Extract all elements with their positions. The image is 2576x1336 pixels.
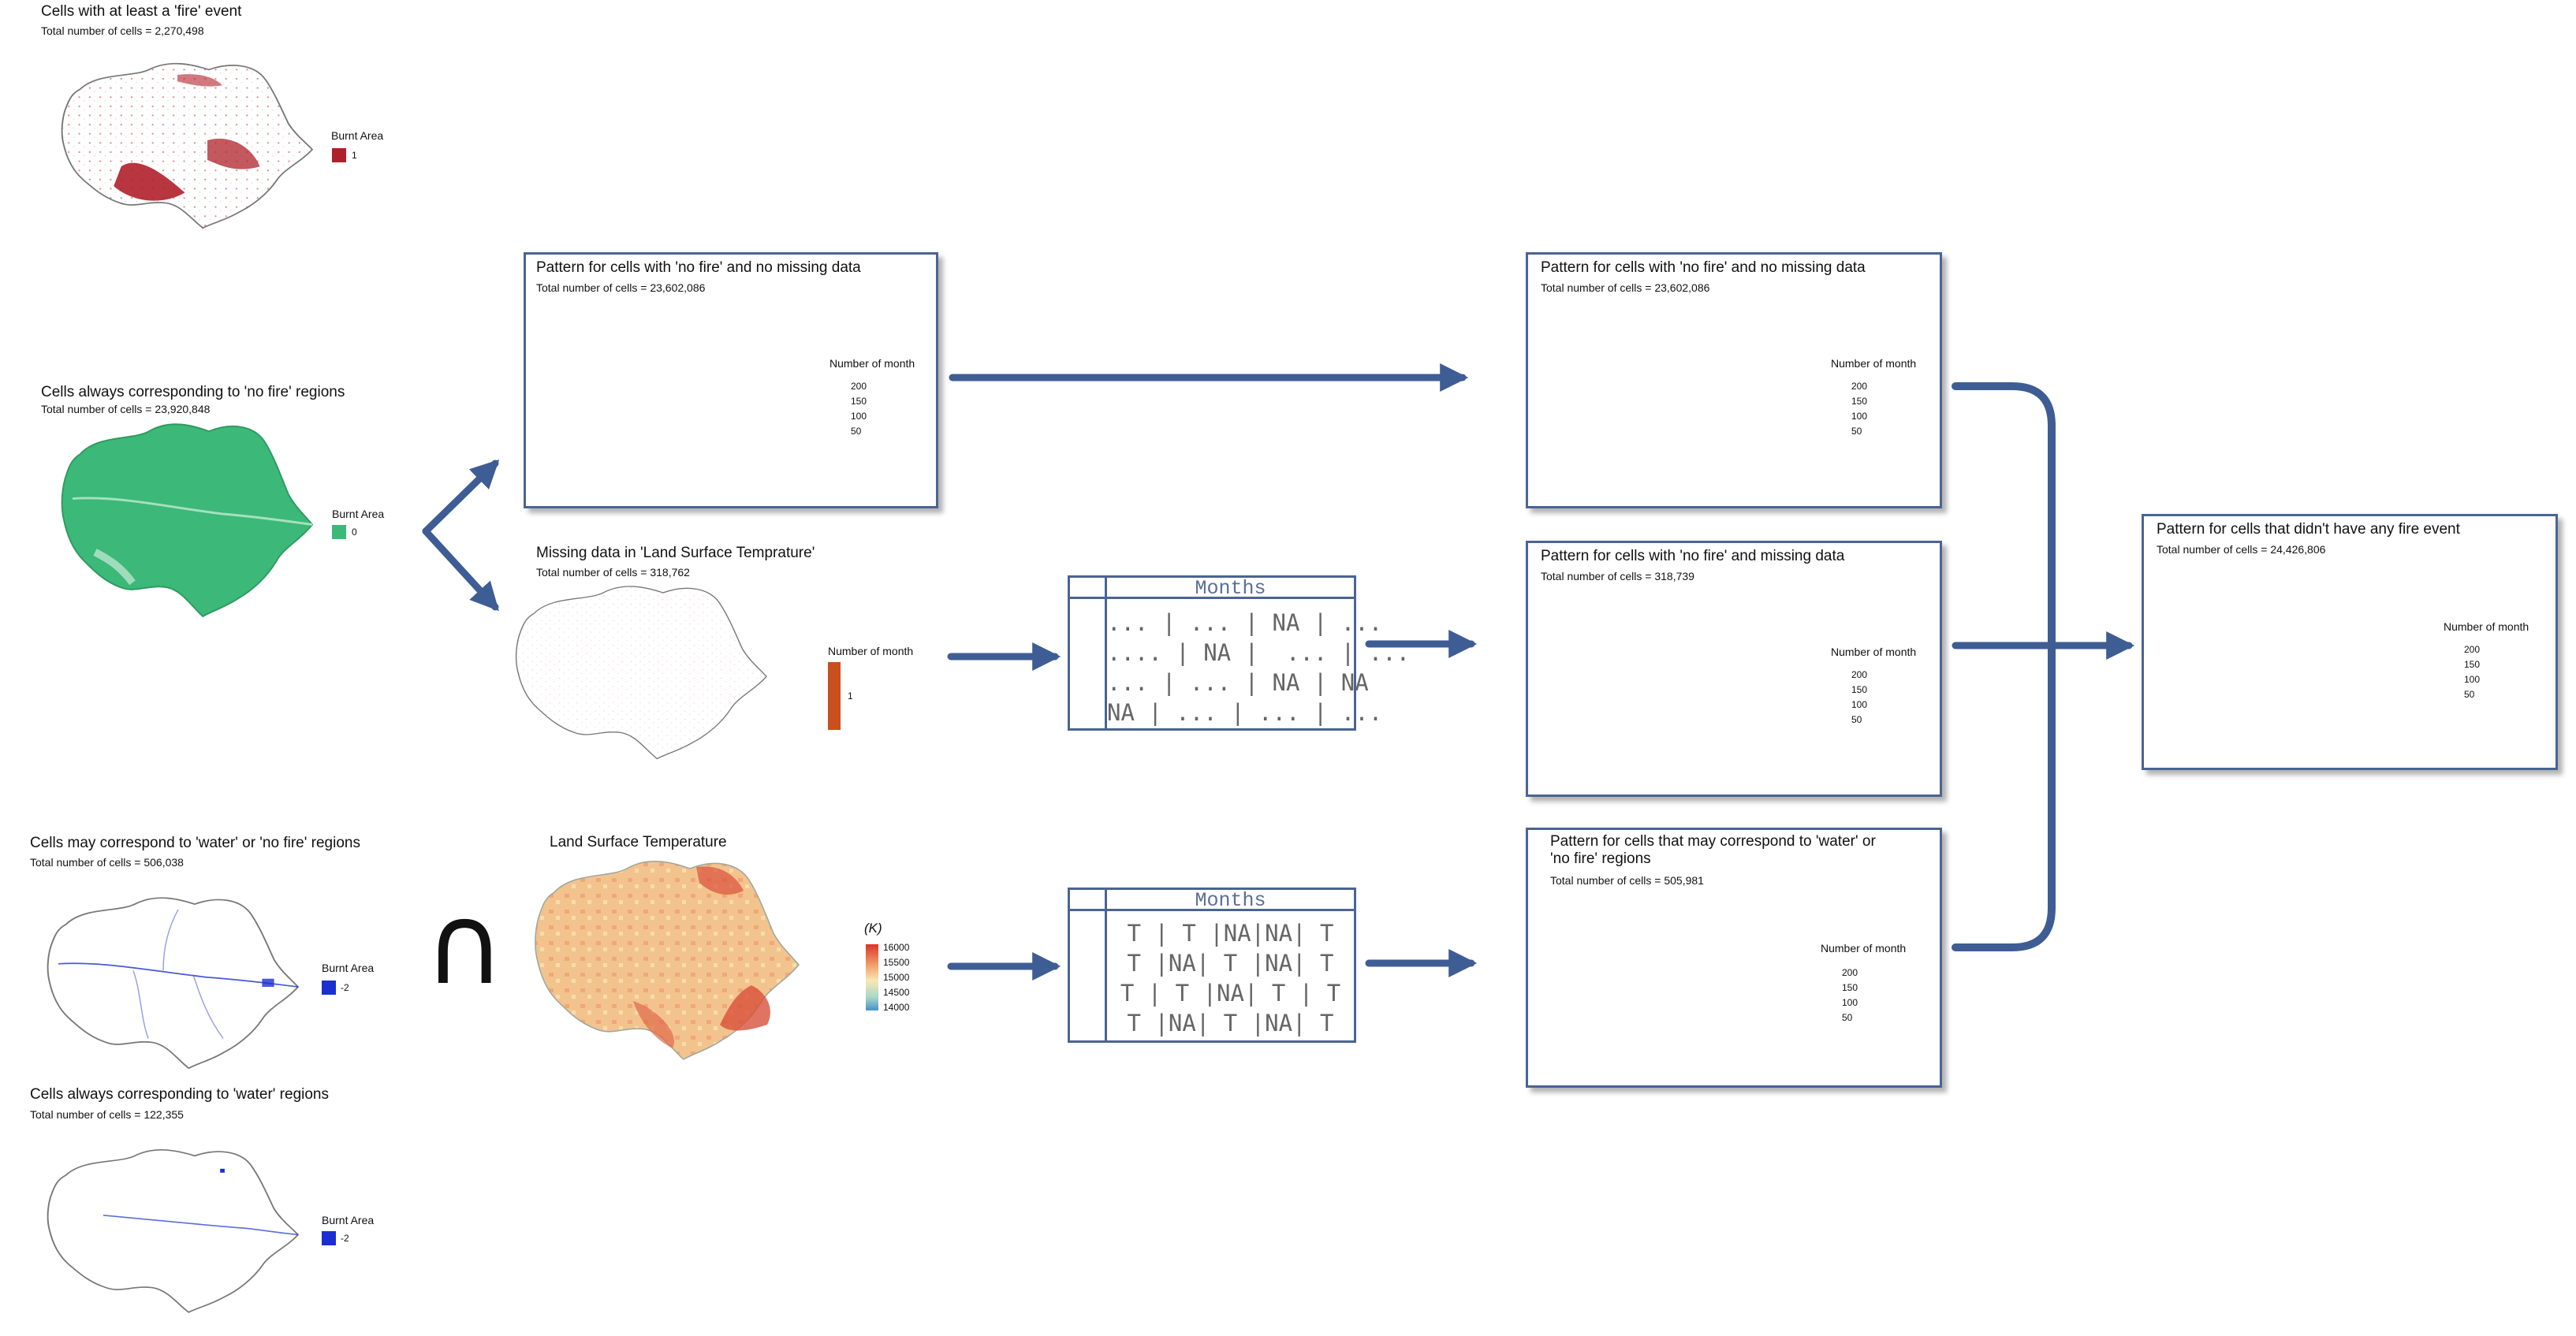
months-bottom-row: T | T |NA|NA| T — [1127, 920, 1334, 947]
final-legend-title: Number of month — [2444, 620, 2529, 633]
no-fire-subtitle: Total number of cells = 23,920,848 — [41, 403, 211, 415]
middle-missing-subtitle: Total number of cells = 318,762 — [536, 566, 690, 579]
fire-legend-value: 1 — [352, 150, 357, 161]
merge-bracket — [1952, 382, 2056, 951]
no-fire-legend-title: Burnt Area — [332, 508, 385, 520]
months-top-row: NA | ... | ... | ... — [1107, 699, 1383, 726]
water-or-no-fire-subtitle: Total number of cells = 506,038 — [30, 856, 184, 869]
lst-title: Land Surface Temperature — [550, 834, 727, 850]
right-top-legend-title: Number of month — [1831, 357, 1917, 370]
split-arrow-up — [422, 459, 500, 535]
months-top-row: ... | ... | NA | NA — [1107, 669, 1369, 696]
water-legend-title: Burnt Area — [322, 1214, 375, 1226]
water-title: Cells always corresponding to 'water' re… — [30, 1086, 329, 1103]
right-water-or-no-fire-box: Pattern for cells that may correspond to… — [1526, 828, 1942, 1088]
months-table-top: Months ... | ... | NA | ... .... | NA | … — [1068, 575, 1411, 731]
water-legend-swatch — [322, 1231, 336, 1245]
right-top-ticks: 200 150 100 50 — [1851, 381, 1868, 437]
final-box: Pattern for cells that didn't have any f… — [2142, 514, 2558, 770]
map-water-or-no-fire — [47, 897, 299, 1070]
months-table-bottom: Months T | T |NA|NA| T T |NA| T |NA| T T… — [1068, 888, 1356, 1043]
middle-missing-title: Missing data in 'Land Surface Temprature… — [536, 545, 815, 561]
map-fire — [61, 62, 313, 229]
water-or-no-fire-legend-swatch — [322, 981, 336, 995]
months-top-row: .... | NA | ... | ... — [1107, 639, 1411, 666]
intersection-symbol: ∩ — [424, 881, 505, 1010]
legend-bar-middle-missing — [828, 662, 841, 730]
no-fire-legend-value: 0 — [352, 527, 357, 538]
right-water-legend-title: Number of month — [1821, 942, 1907, 955]
months-bottom-row: T | T |NA| T | T — [1120, 980, 1341, 1007]
final-ticks: 200 150 100 50 — [2464, 644, 2481, 700]
no-fire-legend-swatch — [332, 525, 346, 539]
water-legend-value: -2 — [341, 1233, 349, 1244]
middle-top-title: Pattern for cells with 'no fire' and no … — [536, 259, 861, 276]
right-top-title: Pattern for cells with 'no fire' and no … — [1541, 259, 1866, 276]
middle-top-ticks: 200 150 100 50 — [851, 381, 867, 437]
right-missing-ticks: 200 150 100 50 — [1851, 669, 1868, 725]
months-top-row: ... | ... | NA | ... — [1107, 609, 1383, 636]
months-header-bottom: Months — [1195, 889, 1266, 912]
lst-ticks: 16000 15500 15000 14500 14000 — [883, 942, 910, 1013]
map-water — [47, 1148, 299, 1313]
no-fire-title: Cells always corresponding to 'no fire' … — [41, 384, 345, 400]
right-water-title-line2: 'no fire' regions — [1550, 850, 1651, 867]
final-subtitle: Total number of cells = 24,426,806 — [2157, 543, 2326, 556]
right-water-ticks: 200 150 100 50 — [1842, 967, 1858, 1023]
right-water-subtitle: Total number of cells = 505,981 — [1550, 874, 1704, 887]
fire-title: Cells with at least a 'fire' event — [41, 3, 242, 20]
fire-subtitle: Total number of cells = 2,270,498 — [41, 24, 204, 37]
water-or-no-fire-legend-value: -2 — [341, 982, 349, 993]
fire-cluster — [114, 162, 185, 201]
right-no-fire-no-missing-box: Pattern for cells with 'no fire' and no … — [1526, 252, 1942, 508]
water-subtitle: Total number of cells = 122,355 — [30, 1108, 184, 1121]
map-lst — [535, 861, 800, 1060]
months-bottom-row: T |NA| T |NA| T — [1127, 950, 1334, 977]
right-missing-legend-title: Number of month — [1831, 646, 1917, 658]
months-bottom-row: T |NA| T |NA| T — [1127, 1010, 1334, 1036]
middle-no-fire-no-missing-box: Pattern for cells with 'no fire' and no … — [524, 252, 938, 508]
water-or-no-fire-title: Cells may correspond to 'water' or 'no f… — [30, 835, 360, 851]
legend-bar-lst — [866, 944, 878, 1010]
middle-missing-tick: 1 — [848, 690, 853, 701]
middle-missing-legend-title: Number of month — [828, 645, 914, 657]
final-title: Pattern for cells that didn't have any f… — [2157, 521, 2460, 538]
fire-legend-title: Burnt Area — [331, 129, 384, 142]
split-arrow-down — [422, 527, 499, 612]
map-middle-missing — [515, 586, 767, 760]
right-top-subtitle: Total number of cells = 23,602,086 — [1541, 281, 1710, 294]
water-or-no-fire-legend-title: Burnt Area — [322, 962, 375, 974]
months-header-top: Months — [1195, 577, 1266, 600]
right-missing-subtitle: Total number of cells = 318,739 — [1541, 570, 1694, 582]
arrows — [422, 363, 2135, 981]
lst-legend-unit: (K) — [864, 921, 882, 936]
right-water-title-line1: Pattern for cells that may correspond to… — [1550, 833, 1876, 850]
middle-top-legend-title: Number of month — [829, 357, 915, 370]
right-missing-title: Pattern for cells with 'no fire' and mis… — [1541, 548, 1845, 564]
fire-legend-swatch — [332, 148, 346, 162]
right-no-fire-missing-box: Pattern for cells with 'no fire' and mis… — [1526, 541, 1942, 797]
map-no-fire — [61, 423, 313, 617]
middle-top-subtitle: Total number of cells = 23,602,086 — [536, 281, 706, 294]
